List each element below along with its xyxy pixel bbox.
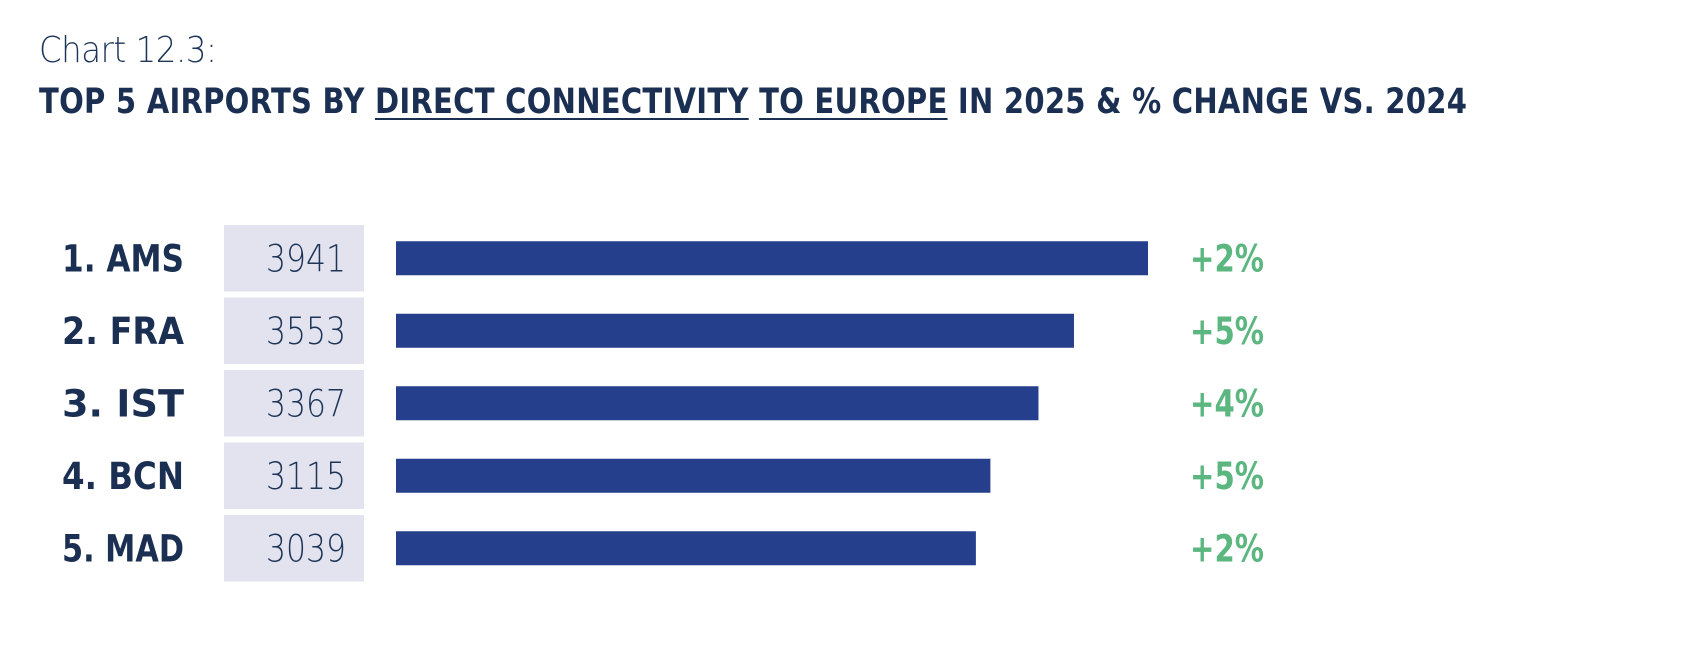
airport-label: 5. MAD bbox=[62, 527, 184, 570]
value-box bbox=[224, 515, 364, 582]
value-box bbox=[224, 442, 364, 509]
value-box bbox=[224, 370, 364, 437]
change-label: +4% bbox=[1190, 382, 1264, 425]
value-label: 3367 bbox=[266, 382, 346, 425]
value-label: 3553 bbox=[266, 310, 346, 353]
airport-label: 1. AMS bbox=[62, 237, 184, 280]
value-label: 3941 bbox=[266, 237, 346, 280]
title-underlined-1: DIRECT CONNECTIVITY bbox=[374, 82, 749, 122]
value-label: 3039 bbox=[266, 527, 346, 570]
airport-label: 3. IST bbox=[62, 382, 185, 425]
change-label: +2% bbox=[1190, 237, 1264, 280]
change-label: +5% bbox=[1190, 455, 1264, 498]
value-box bbox=[224, 225, 364, 292]
title-part-2: IN 2025 & % CHANGE VS. 2024 bbox=[947, 82, 1468, 122]
airport-label: 2. FRA bbox=[62, 310, 184, 353]
bar bbox=[396, 241, 1148, 276]
bar bbox=[396, 313, 1074, 348]
bar bbox=[396, 531, 976, 566]
change-label: +5% bbox=[1190, 310, 1264, 353]
bar bbox=[396, 458, 991, 493]
chart-title: TOP 5 AIRPORTS BY DIRECT CONNECTIVITY TO… bbox=[39, 82, 1467, 122]
value-box bbox=[224, 297, 364, 364]
airport-label: 4. BCN bbox=[62, 455, 184, 498]
bar bbox=[396, 386, 1039, 421]
change-label: +2% bbox=[1190, 527, 1264, 570]
chart-number: Chart 12.3: bbox=[39, 30, 217, 71]
value-label: 3115 bbox=[266, 455, 346, 498]
title-underlined-2: TO EUROPE bbox=[759, 82, 948, 122]
title-part-1: TOP 5 AIRPORTS BY bbox=[39, 82, 375, 122]
